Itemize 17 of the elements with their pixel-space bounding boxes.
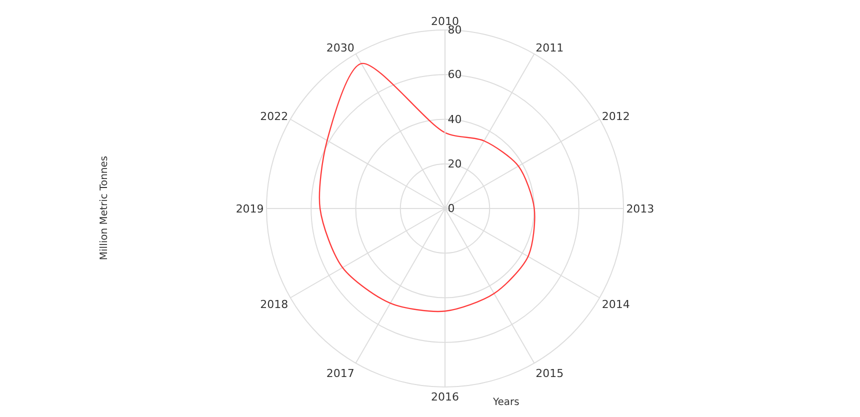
spoke-label: 2012 (602, 110, 630, 124)
y-tick-label: 0 (448, 202, 455, 216)
spoke-label: 2015 (536, 366, 564, 380)
text: Years (492, 397, 520, 408)
y-tick-label: 40 (448, 112, 462, 126)
y-tick-label: 60 (448, 68, 462, 82)
spoke-label: 2016 (431, 390, 459, 404)
spoke-label: 2018 (260, 298, 288, 311)
spoke-label: 2022 (260, 110, 288, 124)
spoke-label: 2030 (326, 42, 354, 55)
y-tick-label: 20 (448, 157, 462, 170)
spoke-label: 2019 (236, 202, 264, 216)
spoke-label: 2014 (602, 298, 630, 311)
spoke-label: 2013 (626, 202, 654, 216)
spoke-label: 2017 (326, 366, 354, 380)
text: Million Metric Tonnes (99, 156, 110, 260)
spoke-label: 2011 (536, 42, 564, 55)
